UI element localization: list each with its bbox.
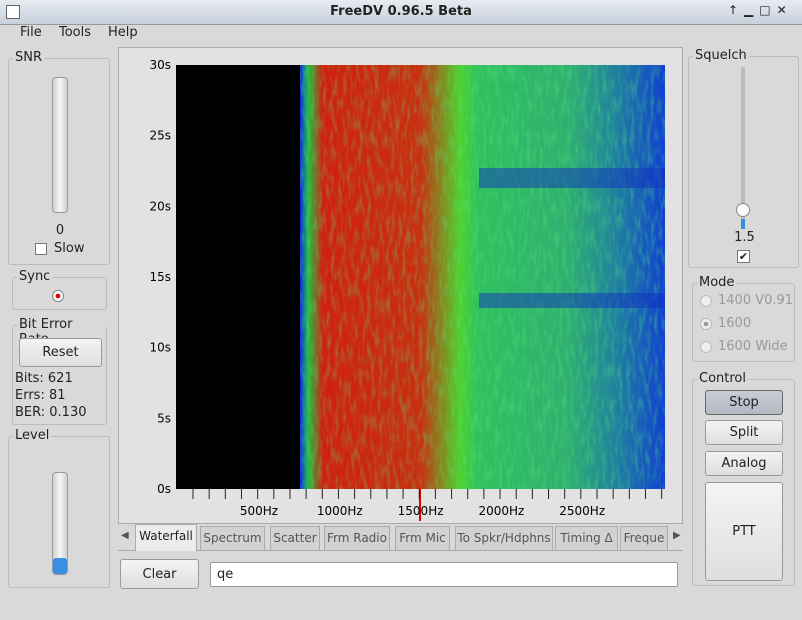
tab[interactable]: To Spkr/Hdphns bbox=[455, 526, 553, 550]
text-input[interactable]: qe bbox=[210, 562, 678, 587]
y-tick-label: 0s bbox=[157, 482, 171, 496]
menu-item[interactable]: Help bbox=[108, 25, 138, 40]
tab[interactable]: Waterfall bbox=[135, 524, 197, 551]
y-tick-label: 10s bbox=[149, 341, 171, 355]
snr-group: SNR 0 Slow bbox=[8, 50, 110, 265]
title-bar: FreeDV 0.96.5 Beta ↑▁□✕ bbox=[0, 0, 802, 25]
control-button[interactable]: Analog bbox=[705, 451, 783, 476]
menu-bar: File Tools Help bbox=[0, 25, 802, 43]
slow-label: Slow bbox=[54, 241, 85, 256]
tab-scroll-left[interactable]: ◀ bbox=[121, 530, 129, 541]
waterfall-silence bbox=[176, 65, 300, 489]
mode-label: 1600 bbox=[718, 316, 752, 331]
group-title: SNR bbox=[13, 50, 45, 65]
level-fill bbox=[53, 558, 67, 574]
snr-meter bbox=[52, 77, 68, 213]
group-title: Squelch bbox=[693, 48, 749, 63]
clear-button[interactable]: Clear bbox=[120, 559, 199, 589]
tab[interactable]: Spectrum bbox=[200, 526, 265, 550]
axes: 30s 25s 20s 15s 10s 5s 0s 500Hz 1000Hz 1500Hz 2000… bbox=[149, 58, 663, 518]
tab[interactable]: Timing Δ bbox=[555, 526, 618, 550]
group-title: Mode bbox=[697, 275, 737, 290]
y-tick-label: 15s bbox=[149, 270, 171, 284]
app-icon bbox=[6, 5, 20, 19]
ber-group: Bit Error Rate Reset Bits: 621 Errs: 81 … bbox=[12, 317, 107, 425]
x-tick-label: 500Hz bbox=[240, 504, 278, 518]
control-group: Control Stop Split Analog PTT bbox=[692, 371, 795, 586]
x-tick-label: 1500Hz bbox=[398, 504, 444, 518]
window-title: FreeDV 0.96.5 Beta bbox=[330, 4, 472, 19]
ber-label: BER: 0.130 bbox=[15, 405, 87, 420]
y-tick-label: 25s bbox=[149, 129, 171, 143]
tab[interactable]: Freque bbox=[620, 526, 668, 550]
mode-label: 1600 Wide bbox=[718, 339, 788, 354]
squelch-checkbox[interactable]: ✔ bbox=[737, 250, 750, 263]
bits-label: Bits: 621 bbox=[15, 371, 73, 386]
tab-scroll-right[interactable]: ▶ bbox=[673, 530, 681, 541]
window-controls[interactable]: ↑▁□✕ bbox=[728, 3, 793, 17]
sync-indicator bbox=[52, 290, 64, 302]
y-tick-label: 30s bbox=[149, 58, 171, 72]
level-meter bbox=[52, 472, 68, 575]
y-tick-label: 5s bbox=[157, 411, 171, 425]
mode-label: 1400 V0.91 bbox=[718, 293, 794, 308]
waterfall-plot: 30s 25s 20s 15s 10s 5s 0s 500Hz 1000Hz 1500Hz 2000… bbox=[149, 58, 665, 521]
tab[interactable]: Scatter bbox=[270, 526, 320, 550]
mode-radio[interactable] bbox=[700, 295, 712, 307]
slow-checkbox[interactable] bbox=[35, 243, 47, 255]
squelch-group: Squelch 1.5 ✔ bbox=[688, 48, 799, 268]
x-tick-label: 2000Hz bbox=[478, 504, 524, 518]
squelch-track bbox=[741, 67, 745, 229]
mode-radio[interactable] bbox=[700, 341, 712, 353]
group-title: Control bbox=[697, 371, 748, 386]
menu-item[interactable]: File bbox=[20, 25, 42, 40]
y-tick-label: 20s bbox=[149, 199, 171, 213]
snr-value: 0 bbox=[55, 223, 65, 238]
sync-group: Sync bbox=[12, 269, 107, 310]
squelch-fill bbox=[741, 219, 745, 229]
waterfall-texture bbox=[299, 65, 665, 489]
waterfall-band bbox=[479, 293, 665, 308]
menu-item[interactable]: Tools bbox=[59, 25, 92, 40]
mode-radio[interactable] bbox=[700, 318, 712, 330]
mode-group: Mode 1400 V0.91 1600 1600 Wide bbox=[692, 275, 795, 362]
tab[interactable]: Frm Mic bbox=[395, 526, 450, 550]
control-button[interactable]: PTT bbox=[705, 482, 783, 581]
x-tick-label: 2500Hz bbox=[559, 504, 605, 518]
tab-bar: ◀ ▶ Waterfall Spectrum Scatter Frm Radio Frm… bbox=[118, 524, 683, 551]
level-group: Level bbox=[8, 428, 110, 588]
group-title: Level bbox=[13, 428, 52, 443]
squelch-value: 1.5 bbox=[734, 230, 755, 245]
plot-panel: 30s 25s 20s 15s 10s 5s 0s 500Hz 1000Hz 1500Hz 2000… bbox=[118, 47, 683, 524]
errs-label: Errs: 81 bbox=[15, 388, 66, 403]
group-title: Sync bbox=[17, 269, 53, 284]
control-button[interactable]: Stop bbox=[705, 390, 783, 415]
tab[interactable]: Frm Radio bbox=[324, 526, 390, 550]
x-tick-label: 1000Hz bbox=[317, 504, 363, 518]
reset-button[interactable]: Reset bbox=[19, 338, 102, 367]
squelch-handle[interactable] bbox=[736, 203, 750, 217]
control-button[interactable]: Split bbox=[705, 420, 783, 445]
waterfall-band bbox=[479, 168, 665, 188]
